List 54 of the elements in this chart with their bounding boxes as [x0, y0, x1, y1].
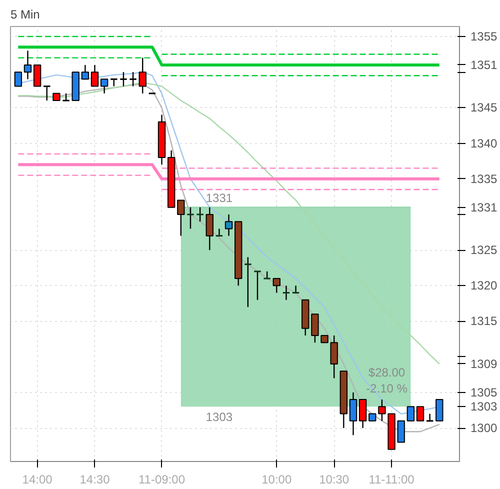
- y-tick-label: 1320: [470, 278, 498, 293]
- candlestick: [81, 64, 90, 80]
- candlestick: [253, 270, 262, 300]
- candlestick: [186, 206, 195, 230]
- y-tick-label: 1303: [470, 400, 498, 414]
- candlestick: [138, 57, 146, 94]
- candlestick: [349, 392, 358, 436]
- x-tick-label: 11-09:00: [138, 472, 186, 486]
- candlestick: [330, 334, 338, 379]
- candlestick: [244, 256, 252, 308]
- x-tick-label: 14:00: [22, 472, 53, 486]
- x-tick-label: 14:30: [80, 472, 110, 486]
- annotation: -2.10 %: [366, 382, 408, 396]
- y-tick-label: 1309: [470, 356, 498, 371]
- candlestick: [311, 314, 319, 344]
- candlestick: [397, 420, 405, 443]
- candlestick: [42, 86, 51, 102]
- y-tick-label: 1345: [470, 100, 498, 115]
- candlestick: [426, 413, 434, 422]
- candlestick: [128, 71, 138, 87]
- candlestick: [358, 398, 367, 429]
- candlestick: [119, 71, 128, 87]
- candlestick: [14, 72, 22, 87]
- candlestick: [90, 64, 99, 87]
- candlestick: [282, 285, 290, 300]
- y-tick-label: 1325: [470, 243, 498, 258]
- annotation: 1331: [206, 190, 233, 205]
- annotation: 1303: [206, 410, 233, 424]
- annotation: $28.00: [368, 366, 406, 380]
- candlestick: [206, 206, 214, 251]
- y-tick-label: 1340: [470, 136, 498, 150]
- candlestick: [33, 64, 42, 87]
- chart-title: 5 Min: [10, 8, 40, 22]
- y-tick-label: 1351: [470, 58, 498, 72]
- y-tick-label: 1305: [470, 385, 498, 400]
- candlestick: [436, 399, 444, 422]
- y-tick-label: 1331: [470, 200, 498, 214]
- x-tick-label: 11-11:00: [368, 472, 415, 486]
- y-tick-label: 1300: [470, 421, 498, 436]
- candlestick: [292, 285, 300, 294]
- candlestick: [196, 206, 204, 222]
- y-tick-label: 1335: [470, 172, 498, 186]
- x-tick-label: 10:30: [319, 472, 350, 486]
- x-tick-label: 10:00: [262, 472, 292, 486]
- candlestick: [224, 214, 233, 236]
- y-tick-label: 1355: [470, 29, 498, 44]
- candlestick: [272, 278, 280, 294]
- candlestick: [416, 406, 424, 422]
- candlestick: [215, 228, 224, 237]
- candlestick: [177, 200, 185, 236]
- candlestick: [406, 406, 415, 422]
- candlestick: [24, 50, 32, 80]
- candlestick: [100, 78, 108, 94]
- y-tick-label: 1315: [470, 314, 498, 328]
